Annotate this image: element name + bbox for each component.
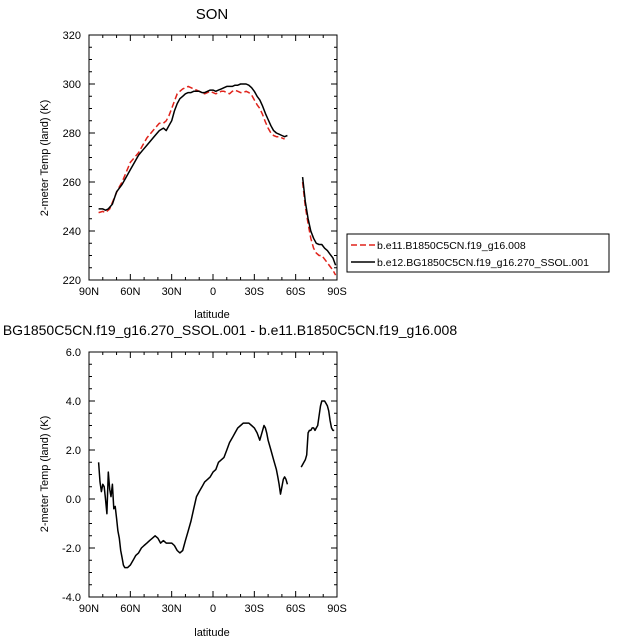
bottom-y-axis-label: 2-meter Temp (land) (K) (39, 416, 51, 533)
top-x-tick-label: 0 (210, 286, 216, 298)
bot-y-tick-label: -4.0 (62, 592, 81, 604)
top-panel: SON 90N 60N 30N 0 30S 60S 90S 220 240 260 280 300 32… (39, 6, 610, 321)
bot-y-tick-label: 2.0 (66, 445, 81, 457)
top-x-tick-label: 90N (79, 286, 99, 298)
bot-y-tick-label: -2.0 (62, 543, 81, 555)
bottom-x-axis-label: latitude (194, 627, 229, 639)
bottom-chart-title: BG1850C5CN.f19_g16.270_SSOL.001 - b.e11.… (3, 322, 458, 338)
bot-series-1-line-segment-1 (97, 422, 289, 569)
top-y-axis-label: 2-meter Temp (land) (K) (39, 100, 51, 217)
top-x-tick-label: 60N (120, 286, 140, 298)
bottom-series-group (97, 400, 335, 569)
top-x-tick-label: 90S (327, 286, 347, 298)
bot-x-tick-label: 60S (286, 603, 306, 615)
top-x-tick-label: 30N (162, 286, 182, 298)
top-axis-ticks: 90N 60N 30N 0 30S 60S 90S 220 240 260 280 300 320 (63, 30, 347, 298)
bot-y-tick-label: 0.0 (66, 494, 81, 506)
top-plot-frame (88, 34, 338, 281)
top-y-tick-label: 240 (63, 226, 81, 238)
bottom-panel: BG1850C5CN.f19_g16.270_SSOL.001 - b.e11.… (3, 322, 458, 639)
top-x-tick-label: 30S (245, 286, 265, 298)
bot-x-tick-label: 0 (210, 603, 216, 615)
legend-label-series-2: b.e12.BG1850C5CN.f19_g16.270_SSOL.001 (377, 257, 589, 269)
bottom-plot-frame (88, 351, 338, 598)
bot-x-tick-label: 90N (79, 603, 99, 615)
legend-label-series-1: b.e11.B1850C5CN.f19_g16.008 (377, 240, 526, 252)
top-y-tick-label: 280 (63, 128, 81, 140)
top-x-axis-label: latitude (194, 309, 229, 321)
top-y-tick-label: 320 (63, 30, 81, 42)
bot-y-tick-label: 4.0 (66, 396, 81, 408)
bot-x-tick-label: 60N (120, 603, 140, 615)
top-legend: b.e11.B1850C5CN.f19_g16.008 b.e12.BG1850… (346, 233, 610, 273)
bot-y-tick-label: 6.0 (66, 347, 81, 359)
top-series-2-line-segment-1 (98, 83, 288, 211)
top-series-2-line-segment-2 (301, 177, 337, 266)
bottom-axis-ticks: 90N 60N 30N 0 30S 60S 90S -4.0 -2.0 0.0 2.0 4.0 6.0 (62, 347, 347, 615)
bot-x-tick-label: 90S (327, 603, 347, 615)
bot-series-1-line-segment-2 (300, 400, 335, 468)
top-series-group (98, 83, 337, 276)
top-series-1-line-segment-1 (98, 85, 285, 214)
top-y-tick-label: 300 (63, 79, 81, 91)
legend-box (346, 233, 610, 273)
top-y-tick-label: 260 (63, 177, 81, 189)
top-y-tick-label: 220 (63, 275, 81, 287)
bot-x-tick-label: 30N (162, 603, 182, 615)
top-chart-title: SON (196, 6, 229, 23)
bot-x-tick-label: 30S (245, 603, 265, 615)
top-series-1-line-segment-2 (301, 181, 337, 276)
top-x-tick-label: 60S (286, 286, 306, 298)
